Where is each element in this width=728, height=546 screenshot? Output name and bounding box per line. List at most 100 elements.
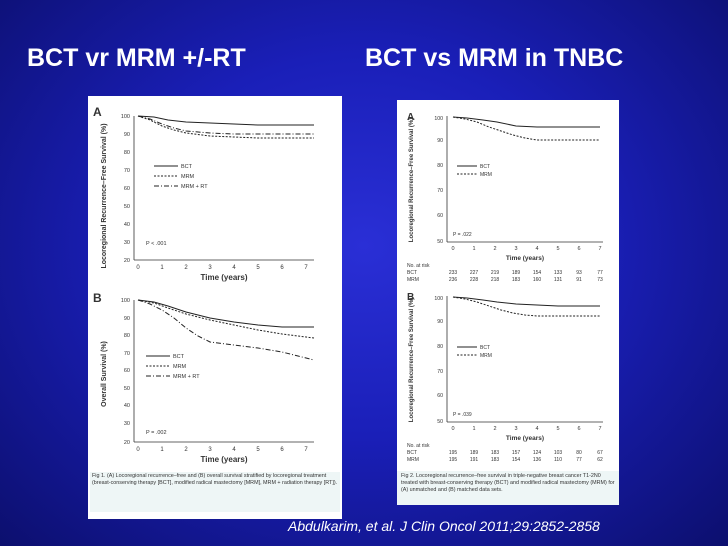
fig1b-ytick: 30 xyxy=(124,421,130,427)
fig2a-ylabel: Locoregional Recurrence–Free Survival (%… xyxy=(409,118,415,242)
fig2b-risk-cell: 124 xyxy=(533,450,542,456)
fig2b-ytick: 70 xyxy=(437,369,443,375)
fig1a-legend-mrmrt: MRM + RT xyxy=(181,184,208,190)
fig1b-xlabel: Time (years) xyxy=(201,455,248,464)
fig2a-risk-cell: 183 xyxy=(512,277,521,283)
fig1b-ytick: 70 xyxy=(124,351,130,357)
fig1b-xtick: 3 xyxy=(208,447,212,453)
fig2b-xtick: 3 xyxy=(514,426,517,432)
fig2b-ytick: 90 xyxy=(437,319,443,325)
fig2a-xtick: 6 xyxy=(577,246,580,252)
fig2a-ytick: 80 xyxy=(437,163,443,169)
fig1a-curve-mrmrt xyxy=(137,115,314,135)
fig2a-risk-cell: 73 xyxy=(597,277,603,283)
fig2-panel-a: A Locoregional Recurrence–Free Survival … xyxy=(407,112,603,283)
fig1a-xtick: 7 xyxy=(304,265,308,271)
fig1b-pvalue: P = .002 xyxy=(146,430,167,436)
fig2a-xtick: 1 xyxy=(472,246,475,252)
fig2b-xtick: 2 xyxy=(493,426,496,432)
fig2b-risk-title: No. at risk xyxy=(407,443,430,449)
fig2a-risk-cell: 228 xyxy=(470,277,479,283)
fig1a-xtick: 1 xyxy=(160,265,164,271)
fig2a-legend-bct: BCT xyxy=(480,164,490,170)
fig1a-ytick: 30 xyxy=(124,240,130,246)
fig1a-xtick: 3 xyxy=(208,265,212,271)
fig1b-legend-mrmrt: MRM + RT xyxy=(173,374,200,380)
fig2a-curve-bct xyxy=(452,116,600,128)
fig1a-xtick: 5 xyxy=(256,265,260,271)
fig1b-xtick: 0 xyxy=(136,447,140,453)
figure-1-svg: A Locoregional Recurrence–Free Survival … xyxy=(90,105,340,512)
fig1a-ytick: 100 xyxy=(121,114,130,120)
fig2b-ytick: 80 xyxy=(437,344,443,350)
fig2a-label: A xyxy=(407,112,414,123)
fig2b-ytick: 100 xyxy=(434,296,443,302)
fig2a-risk-cell: 189 xyxy=(512,270,521,276)
fig2a-risk-cell: 227 xyxy=(470,270,479,276)
fig1a-ytick: 20 xyxy=(124,258,130,264)
fig2b-risk-cell: 189 xyxy=(470,450,479,456)
fig2a-risk-cell: 133 xyxy=(554,270,563,276)
slide-title-right: BCT vs MRM in TNBC xyxy=(365,44,624,72)
fig2b-risk-cell: 67 xyxy=(597,450,603,456)
fig2a-xlabel: Time (years) xyxy=(506,255,544,262)
fig2a-risk-cell: 219 xyxy=(491,270,500,276)
fig1b-ytick: 90 xyxy=(124,316,130,322)
fig2a-risk-group: BCT xyxy=(407,270,417,276)
fig2b-xlabel: Time (years) xyxy=(506,435,544,442)
fig2b-risk-group: BCT xyxy=(407,450,417,456)
fig2a-xtick: 2 xyxy=(493,246,496,252)
fig2b-curve-bct xyxy=(452,296,600,307)
fig2a-xtick: 7 xyxy=(598,246,601,252)
fig2a-curve-mrm xyxy=(452,116,600,141)
fig1a-legend-mrm: MRM xyxy=(181,174,195,180)
fig2a-risk-cell: 154 xyxy=(533,270,542,276)
fig1a-ytick: 70 xyxy=(124,168,130,174)
fig2b-ytick: 50 xyxy=(437,419,443,425)
figure-1-panel: A Locoregional Recurrence–Free Survival … xyxy=(88,96,342,519)
fig2a-risk-cell: 218 xyxy=(491,277,500,283)
fig2a-xtick: 3 xyxy=(514,246,517,252)
fig2a-ytick: 70 xyxy=(437,188,443,194)
fig2a-risk-cell: 77 xyxy=(597,270,603,276)
fig2b-legend-bct: BCT xyxy=(480,345,490,351)
fig2a-risk-cell: 236 xyxy=(449,277,458,283)
fig1a-xtick: 0 xyxy=(136,265,140,271)
fig2a-ytick: 60 xyxy=(437,213,443,219)
fig2b-risk-cell: 191 xyxy=(470,457,479,463)
fig1b-xtick: 5 xyxy=(256,447,260,453)
fig1a-ytick: 40 xyxy=(124,222,130,228)
fig1a-ytick: 60 xyxy=(124,186,130,192)
fig2b-risk-group: MRM xyxy=(407,457,419,463)
fig2b-ytick: 60 xyxy=(437,393,443,399)
fig1b-xtick: 2 xyxy=(184,447,188,453)
fig1-panel-a: A Locoregional Recurrence–Free Survival … xyxy=(93,105,314,282)
fig1b-curve-bct xyxy=(137,299,314,328)
fig1a-xlabel: Time (years) xyxy=(201,273,248,282)
fig2a-ytick: 90 xyxy=(437,138,443,144)
fig2b-legend-mrm: MRM xyxy=(480,353,492,359)
fig2b-risk-cell: 110 xyxy=(554,457,562,463)
fig1b-ytick: 20 xyxy=(124,440,130,446)
fig2b-risk-cell: 136 xyxy=(533,457,542,463)
fig1b-ytick: 80 xyxy=(124,333,130,339)
fig1a-label: A xyxy=(93,105,102,119)
fig1b-xtick: 6 xyxy=(280,447,284,453)
fig2b-label: B xyxy=(407,292,414,303)
figure-2-panel: A Locoregional Recurrence–Free Survival … xyxy=(397,100,619,471)
fig1b-xtick: 7 xyxy=(304,447,308,453)
fig1a-ytick: 90 xyxy=(124,132,130,138)
fig2b-ylabel: Locoregional Recurrence–Free Survival (%… xyxy=(409,298,415,422)
fig2b-risk-cell: 157 xyxy=(512,450,521,456)
fig2a-risk-cell: 93 xyxy=(576,270,582,276)
fig1b-ytick: 40 xyxy=(124,403,130,409)
fig1b-curve-mrm xyxy=(137,299,315,339)
fig1a-xtick: 4 xyxy=(232,265,236,271)
fig2a-ytick: 50 xyxy=(437,239,443,245)
fig2b-risk-cell: 195 xyxy=(449,457,458,463)
fig1a-ytick: 50 xyxy=(124,204,130,210)
fig2a-ytick: 100 xyxy=(434,116,443,122)
fig2b-risk-cell: 183 xyxy=(491,450,500,456)
fig1a-legend-bct: BCT xyxy=(181,164,193,170)
fig2a-risk-group: MRM xyxy=(407,277,419,283)
